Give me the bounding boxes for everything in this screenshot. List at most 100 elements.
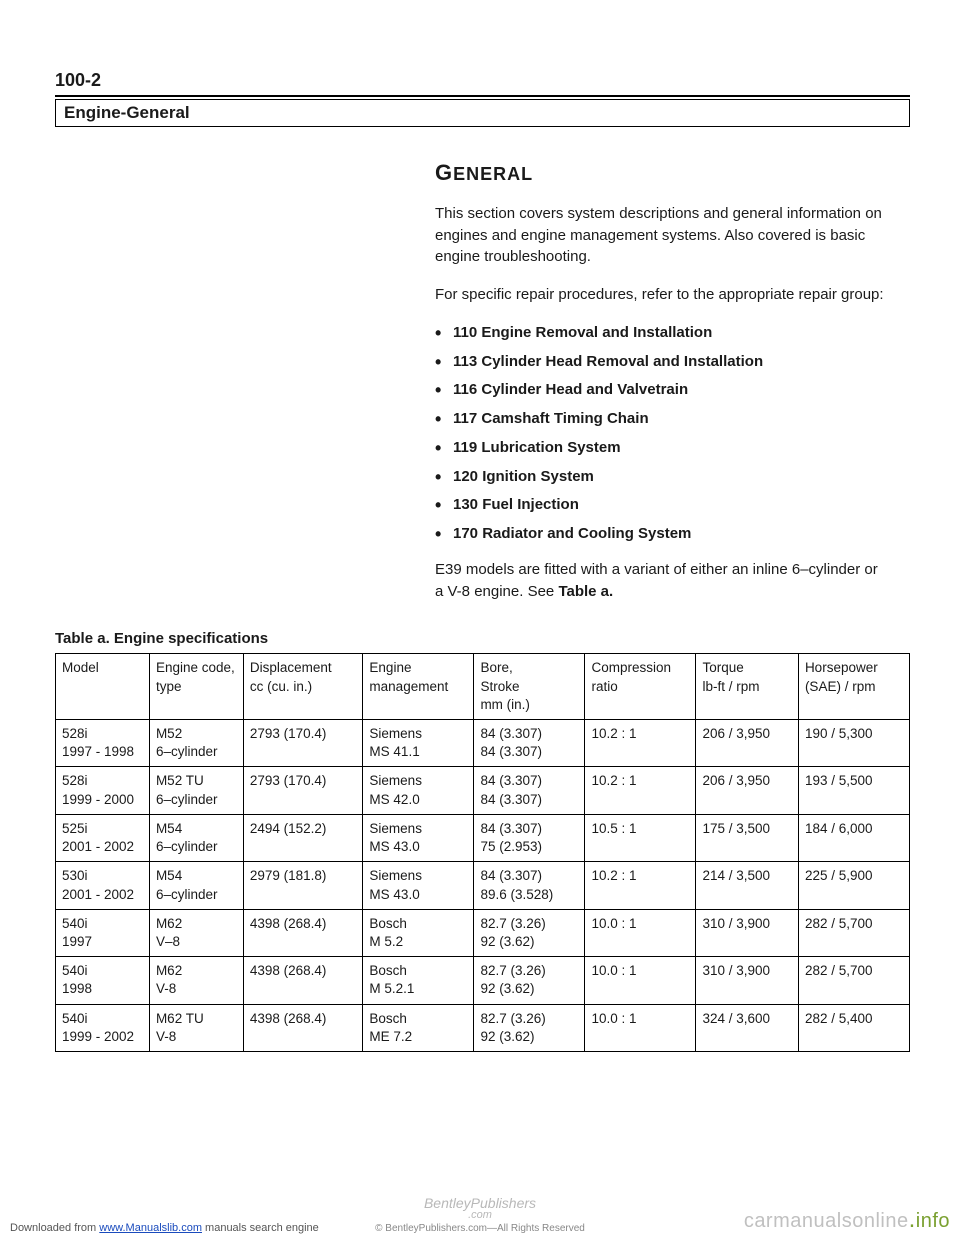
page-title: Engine-General xyxy=(55,99,910,127)
table-cell: M526–cylinder xyxy=(149,720,243,767)
table-cell: 2494 (152.2) xyxy=(243,814,363,861)
para-text: E39 models are fitted with a variant of … xyxy=(435,561,878,600)
table-cell: 528i1999 - 2000 xyxy=(56,767,150,814)
table-header-cell: Compressionratio xyxy=(585,654,696,720)
table-caption: Table a. Engine specifications xyxy=(55,630,910,647)
table-cell: 540i1999 - 2002 xyxy=(56,1004,150,1051)
table-cell: 10.0 : 1 xyxy=(585,957,696,1004)
table-cell: SiemensMS 42.0 xyxy=(363,767,474,814)
table-cell: 190 / 5,300 xyxy=(798,720,909,767)
footer-right: carmanualsonline.info xyxy=(744,1206,950,1234)
heading-rest: ENERAL xyxy=(453,164,533,184)
footer-text: manuals search engine xyxy=(202,1222,319,1234)
bullet-list: 110 Engine Removal and Installation 113 C… xyxy=(435,322,890,545)
divider xyxy=(55,95,910,97)
table-cell: 2793 (170.4) xyxy=(243,767,363,814)
table-cell: 225 / 5,900 xyxy=(798,862,909,909)
table-header-cell: Model xyxy=(56,654,150,720)
paragraph: E39 models are fitted with a variant of … xyxy=(435,559,890,603)
table-row: 540i1997M62V–84398 (268.4)BoschM 5.282.7… xyxy=(56,909,910,956)
dot-icon: . xyxy=(909,1206,916,1233)
table-cell: BoschM 5.2 xyxy=(363,909,474,956)
table-cell: 84 (3.307)89.6 (3.528) xyxy=(474,862,585,909)
table-cell: 82.7 (3.26)92 (3.62) xyxy=(474,957,585,1004)
table-cell: 84 (3.307)75 (2.953) xyxy=(474,814,585,861)
site-name: carmanualsonline xyxy=(744,1210,909,1232)
table-ref: Table a. xyxy=(558,583,613,600)
table-cell: 4398 (268.4) xyxy=(243,957,363,1004)
table-cell: 184 / 6,000 xyxy=(798,814,909,861)
list-item: 170 Radiator and Cooling System xyxy=(435,523,890,545)
table-cell: 528i1997 - 1998 xyxy=(56,720,150,767)
paragraph: This section covers system descriptions … xyxy=(435,203,890,268)
table-cell: 10.2 : 1 xyxy=(585,767,696,814)
table-cell: M546–cylinder xyxy=(149,862,243,909)
table-cell: M62V–8 xyxy=(149,909,243,956)
table-header-cell: Displacementcc (cu. in.) xyxy=(243,654,363,720)
content-column: GENERAL This section covers system descr… xyxy=(435,157,890,602)
footer: BentleyPublishers .com © BentleyPublishe… xyxy=(0,1195,960,1234)
table-header-cell: Torquelb-ft / rpm xyxy=(696,654,798,720)
table-cell: M52 TU6–cylinder xyxy=(149,767,243,814)
spec-table: ModelEngine code,typeDisplacementcc (cu.… xyxy=(55,653,910,1052)
table-cell: 206 / 3,950 xyxy=(696,720,798,767)
table-cell: 282 / 5,400 xyxy=(798,1004,909,1051)
list-item: 113 Cylinder Head Removal and Installati… xyxy=(435,351,890,373)
table-header-cell: Enginemanagement xyxy=(363,654,474,720)
table-cell: 82.7 (3.26)92 (3.62) xyxy=(474,909,585,956)
table-row: 540i1998M62V-84398 (268.4)BoschM 5.2.182… xyxy=(56,957,910,1004)
table-header-cell: Horsepower(SAE) / rpm xyxy=(798,654,909,720)
table-cell: 530i2001 - 2002 xyxy=(56,862,150,909)
page-number: 100-2 xyxy=(55,70,910,91)
table-cell: 10.2 : 1 xyxy=(585,862,696,909)
list-item: 130 Fuel Injection xyxy=(435,494,890,516)
site-tld: info xyxy=(916,1210,950,1232)
list-item: 116 Cylinder Head and Valvetrain xyxy=(435,379,890,401)
heading-first-letter: G xyxy=(435,160,453,185)
table-row: 540i1999 - 2002M62 TUV-84398 (268.4)Bosc… xyxy=(56,1004,910,1051)
table-cell: 282 / 5,700 xyxy=(798,909,909,956)
table-cell: 84 (3.307)84 (3.307) xyxy=(474,720,585,767)
table-cell: 310 / 3,900 xyxy=(696,957,798,1004)
table-cell: 10.0 : 1 xyxy=(585,1004,696,1051)
table-cell: 10.5 : 1 xyxy=(585,814,696,861)
table-cell: SiemensMS 41.1 xyxy=(363,720,474,767)
table-cell: 82.7 (3.26)92 (3.62) xyxy=(474,1004,585,1051)
manualslib-link[interactable]: www.Manualslib.com xyxy=(99,1222,202,1234)
table-cell: M546–cylinder xyxy=(149,814,243,861)
list-item: 110 Engine Removal and Installation xyxy=(435,322,890,344)
table-row: 530i2001 - 2002M546–cylinder2979 (181.8)… xyxy=(56,862,910,909)
table-cell: 206 / 3,950 xyxy=(696,767,798,814)
table-row: 525i2001 - 2002M546–cylinder2494 (152.2)… xyxy=(56,814,910,861)
table-cell: M62V-8 xyxy=(149,957,243,1004)
table-cell: 214 / 3,500 xyxy=(696,862,798,909)
footer-left: Downloaded from www.Manualslib.com manua… xyxy=(10,1222,319,1234)
table-header-cell: Engine code,type xyxy=(149,654,243,720)
table-cell: 540i1997 xyxy=(56,909,150,956)
table-cell: BoschME 7.2 xyxy=(363,1004,474,1051)
table-cell: SiemensMS 43.0 xyxy=(363,814,474,861)
list-item: 117 Camshaft Timing Chain xyxy=(435,408,890,430)
table-cell: BoschM 5.2.1 xyxy=(363,957,474,1004)
table-cell: 310 / 3,900 xyxy=(696,909,798,956)
table-cell: 10.2 : 1 xyxy=(585,720,696,767)
paragraph: For specific repair procedures, refer to… xyxy=(435,284,890,306)
table-cell: 540i1998 xyxy=(56,957,150,1004)
table-cell: 4398 (268.4) xyxy=(243,1004,363,1051)
table-cell: 2793 (170.4) xyxy=(243,720,363,767)
table-cell: 4398 (268.4) xyxy=(243,909,363,956)
table-cell: SiemensMS 43.0 xyxy=(363,862,474,909)
table-cell: 10.0 : 1 xyxy=(585,909,696,956)
table-cell: 525i2001 - 2002 xyxy=(56,814,150,861)
table-cell: 193 / 5,500 xyxy=(798,767,909,814)
section-heading: GENERAL xyxy=(435,157,890,189)
table-cell: M62 TUV-8 xyxy=(149,1004,243,1051)
list-item: 120 Ignition System xyxy=(435,466,890,488)
table-header-cell: Bore,Strokemm (in.) xyxy=(474,654,585,720)
table-row: 528i1999 - 2000M52 TU6–cylinder2793 (170… xyxy=(56,767,910,814)
table-cell: 324 / 3,600 xyxy=(696,1004,798,1051)
table-row: 528i1997 - 1998M526–cylinder2793 (170.4)… xyxy=(56,720,910,767)
table-cell: 84 (3.307)84 (3.307) xyxy=(474,767,585,814)
table-cell: 282 / 5,700 xyxy=(798,957,909,1004)
table-cell: 2979 (181.8) xyxy=(243,862,363,909)
